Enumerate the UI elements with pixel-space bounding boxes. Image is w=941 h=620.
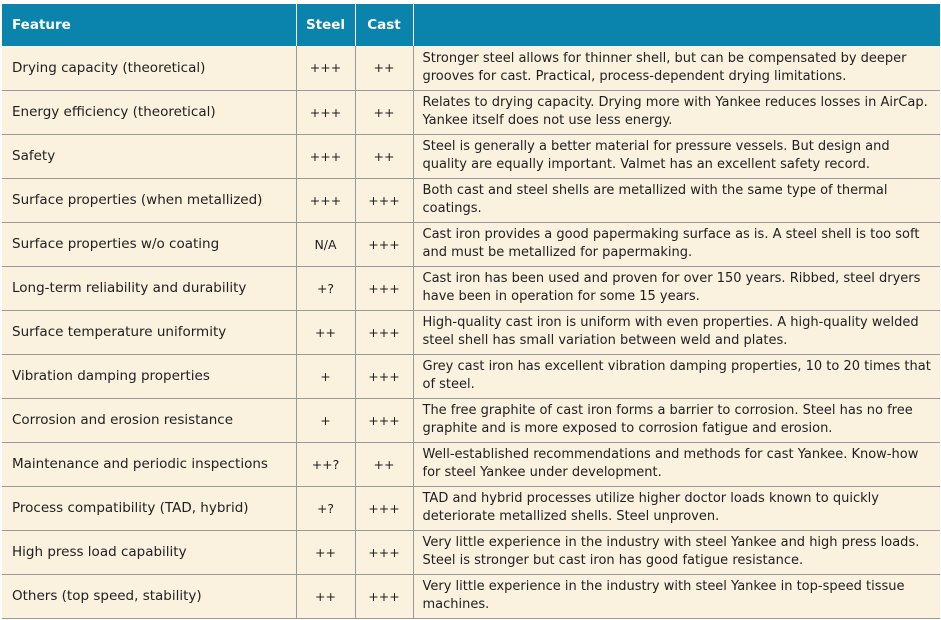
feature-cell: High press load capability (2, 530, 297, 575)
header-cast: Cast (355, 4, 414, 46)
comparison-table-container: Feature Steel Cast Drying capacity (theo… (2, 4, 940, 619)
table-header-row: Feature Steel Cast (2, 4, 940, 46)
comment-cell: Relates to drying capacity. Drying more … (413, 90, 940, 135)
header-comment (413, 4, 940, 46)
table-row: Energy efficiency (theoretical) +++ ++ Rela… (2, 90, 940, 135)
table-row: Long-term reliability and durability +? ++… (2, 266, 940, 311)
comment-cell: Steel is generally a better material for… (413, 134, 940, 179)
steel-rating-cell: ++? (296, 442, 356, 487)
steel-rating-cell: +++ (296, 46, 356, 91)
table-row: Others (top speed, stability) ++ +++ Very l… (2, 574, 940, 619)
steel-rating-cell: + (296, 398, 356, 443)
table-row: Maintenance and periodic inspections ++? +… (2, 442, 940, 487)
comment-cell: Cast iron has been used and proven for o… (413, 266, 940, 311)
comment-cell: Very little experience in the industry w… (413, 574, 940, 619)
table-row: High press load capability ++ +++ Very litt… (2, 530, 940, 575)
steel-rating-cell: +? (296, 266, 356, 311)
steel-rating-cell: ++ (296, 530, 356, 575)
table-row: Process compatibility (TAD, hybrid) +? +++… (2, 486, 940, 531)
feature-cell: Safety (2, 134, 297, 179)
cast-rating-cell: +++ (355, 398, 414, 443)
steel-rating-cell: N/A (296, 222, 356, 267)
feature-cell: Drying capacity (theoretical) (2, 46, 297, 91)
cast-rating-cell: +++ (355, 222, 414, 267)
steel-rating-cell: +++ (296, 178, 356, 223)
feature-cell: Vibration damping properties (2, 354, 297, 399)
cast-rating-cell: ++ (355, 134, 414, 179)
cast-rating-cell: ++ (355, 46, 414, 91)
cast-rating-cell: +++ (355, 574, 414, 619)
feature-cell: Process compatibility (TAD, hybrid) (2, 486, 297, 531)
cast-rating-cell: +++ (355, 530, 414, 575)
comment-cell: Stronger steel allows for thinner shell,… (413, 46, 940, 91)
feature-cell: Surface temperature uniformity (2, 310, 297, 355)
comment-cell: Grey cast iron has excellent vibration d… (413, 354, 940, 399)
steel-rating-cell: +? (296, 486, 356, 531)
comment-cell: High-quality cast iron is uniform with e… (413, 310, 940, 355)
cast-rating-cell: ++ (355, 442, 414, 487)
comment-cell: Well-established recommendations and met… (413, 442, 940, 487)
cast-rating-cell: +++ (355, 178, 414, 223)
feature-cell: Long-term reliability and durability (2, 266, 297, 311)
feature-cell: Corrosion and erosion resistance (2, 398, 297, 443)
table-row: Surface temperature uniformity ++ +++ High-… (2, 310, 940, 355)
steel-rating-cell: ++ (296, 310, 356, 355)
feature-cell: Energy efficiency (theoretical) (2, 90, 297, 135)
table-row: Surface properties w/o coating N/A +++ Cast… (2, 222, 940, 267)
table-row: Surface properties (when metallized) +++ +… (2, 178, 940, 223)
comment-cell: Cast iron provides a good papermaking su… (413, 222, 940, 267)
cast-rating-cell: +++ (355, 486, 414, 531)
feature-cell: Others (top speed, stability) (2, 574, 297, 619)
steel-rating-cell: + (296, 354, 356, 399)
table-row: Safety +++ ++ Steel is generally a better m… (2, 134, 940, 179)
comment-cell: The free graphite of cast iron forms a b… (413, 398, 940, 443)
comment-cell: TAD and hybrid processes utilize higher … (413, 486, 940, 531)
feature-cell: Surface properties w/o coating (2, 222, 297, 267)
cast-rating-cell: +++ (355, 354, 414, 399)
steel-rating-cell: +++ (296, 134, 356, 179)
steel-rating-cell: ++ (296, 574, 356, 619)
cast-rating-cell: +++ (355, 310, 414, 355)
steel-vs-cast-comparison-table: Feature Steel Cast Drying capacity (theo… (2, 4, 940, 619)
table-row: Drying capacity (theoretical) +++ ++ Strong… (2, 46, 940, 91)
cast-rating-cell: ++ (355, 90, 414, 135)
comment-cell: Both cast and steel shells are metallize… (413, 178, 940, 223)
header-steel: Steel (296, 4, 356, 46)
table-row: Vibration damping properties + +++ Grey cas… (2, 354, 940, 399)
feature-cell: Maintenance and periodic inspections (2, 442, 297, 487)
comment-cell: Very little experience in the industry w… (413, 530, 940, 575)
steel-rating-cell: +++ (296, 90, 356, 135)
table-row: Corrosion and erosion resistance + +++ The … (2, 398, 940, 443)
feature-cell: Surface properties (when metallized) (2, 178, 297, 223)
header-feature: Feature (2, 4, 297, 46)
cast-rating-cell: +++ (355, 266, 414, 311)
